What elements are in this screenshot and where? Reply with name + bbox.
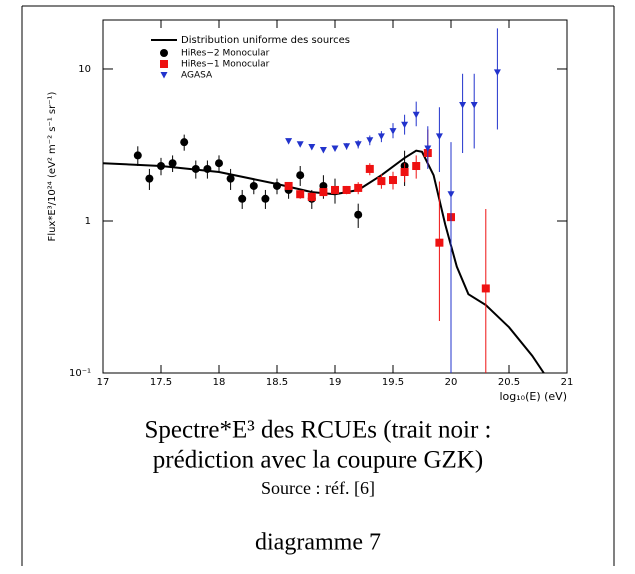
marker: [296, 141, 304, 148]
marker: [377, 133, 385, 140]
marker: [481, 284, 490, 293]
x-tick-label: 21: [561, 377, 574, 388]
marker: [319, 181, 328, 190]
marker: [284, 181, 293, 190]
marker: [319, 147, 327, 154]
marker: [203, 164, 212, 173]
y-axis-label: Flux*E³/10²⁴ (eV² m⁻² s⁻¹ sr⁻¹): [47, 91, 58, 241]
marker: [342, 185, 351, 194]
x-axis-label: log₁₀(E) (eV): [500, 390, 568, 403]
marker: [424, 145, 432, 152]
caption-source: Source : réf. [6]: [261, 478, 375, 498]
marker: [412, 111, 420, 119]
marker: [215, 159, 223, 168]
y-tick-label: 1: [85, 216, 91, 227]
marker: [168, 159, 177, 168]
marker: [319, 188, 328, 197]
x-tick-label: 18.5: [266, 377, 288, 388]
marker: [191, 164, 200, 173]
x-tick-label: 18: [213, 377, 226, 388]
marker: [160, 72, 168, 79]
marker: [133, 151, 142, 160]
marker: [354, 210, 363, 219]
marker: [285, 138, 293, 145]
marker: [470, 101, 478, 109]
marker: [447, 191, 455, 198]
marker: [459, 101, 467, 109]
x-tick-label: 17: [97, 377, 110, 388]
marker: [273, 181, 281, 190]
marker: [401, 121, 409, 129]
marker: [389, 128, 397, 135]
legend-label: HiRes−2 Monocular: [181, 49, 270, 59]
marker: [377, 177, 386, 186]
marker: [400, 168, 409, 177]
x-tick-label: 17.5: [150, 377, 172, 388]
marker: [261, 194, 270, 203]
marker: [308, 143, 316, 151]
marker: [307, 192, 316, 201]
marker: [354, 141, 362, 148]
marker: [157, 162, 165, 171]
marker: [226, 174, 235, 183]
x-tick-label: 20.5: [498, 377, 520, 388]
marker: [412, 162, 421, 171]
marker: [145, 174, 154, 183]
marker: [435, 133, 443, 140]
legend-label: HiRes−1 Monocular: [181, 60, 270, 70]
marker: [160, 49, 168, 57]
x-tick-label: 19: [329, 377, 342, 388]
y-tick-label: 10: [78, 64, 91, 75]
y-tick-label: 10⁻¹: [69, 368, 91, 379]
marker: [389, 176, 397, 185]
marker: [366, 137, 374, 144]
legend-label: Distribution uniforme des sources: [181, 35, 350, 46]
caption-line: prédiction avec la coupure GZK): [153, 447, 483, 474]
caption-label: diagramme 7: [255, 530, 381, 556]
caption-line: Spectre*E³ des RCUEs (trait noir :: [144, 417, 491, 444]
marker: [296, 171, 305, 180]
marker: [343, 143, 351, 150]
marker: [238, 194, 247, 203]
marker: [493, 69, 501, 76]
x-tick-label: 20: [445, 377, 458, 388]
x-tick-label: 19.5: [382, 377, 404, 388]
marker: [249, 181, 258, 190]
marker: [365, 164, 374, 173]
marker: [296, 190, 305, 199]
marker: [435, 238, 444, 247]
marker: [160, 60, 168, 68]
marker: [180, 138, 189, 147]
marker: [354, 183, 363, 192]
marker: [331, 145, 339, 152]
marker: [331, 185, 339, 194]
legend-label: AGASA: [181, 71, 213, 81]
